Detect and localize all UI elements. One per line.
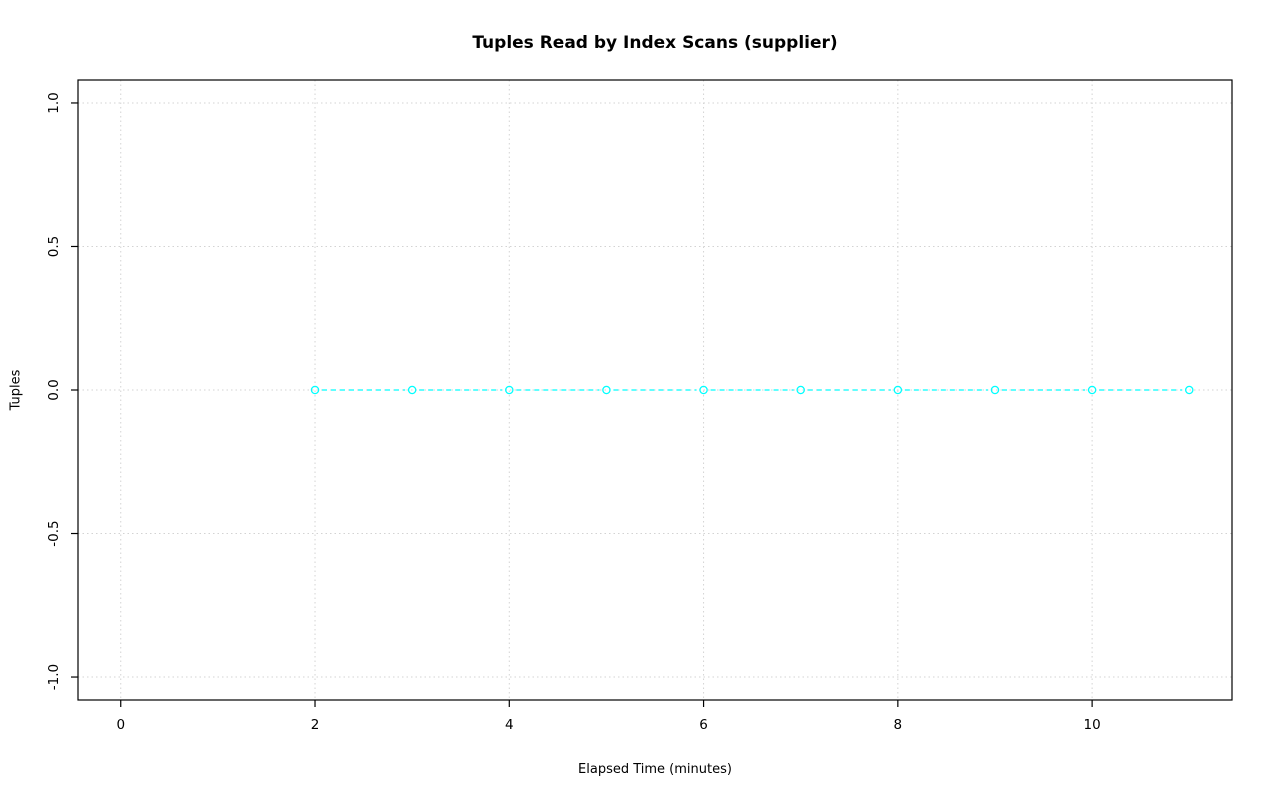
chart-title: Tuples Read by Index Scans (supplier) [472,33,838,53]
x-tick-label: 2 [311,717,320,733]
x-axis-label: Elapsed Time (minutes) [578,762,732,777]
y-tick-label: -1.0 [46,664,62,690]
y-tick-label: 0.0 [46,379,62,400]
data-point [505,385,514,395]
data-point [1087,385,1097,395]
x-tick-label: 4 [505,717,514,733]
data-point [796,385,805,395]
y-tick-label: -0.5 [46,520,62,546]
x-tick-label: 0 [116,717,125,733]
data-point [407,385,417,395]
data-point [893,385,903,395]
x-tick-label: 8 [894,717,903,733]
data-point [699,385,708,395]
data-point [1185,385,1194,395]
data-point [990,385,1000,395]
data-point [310,385,320,395]
data-point [602,385,611,395]
x-tick-label: 10 [1084,717,1101,733]
y-tick-label: 1.0 [46,92,62,113]
y-axis-label: Tuples [8,369,24,411]
y-tick-label: 0.5 [46,236,62,257]
x-tick-label: 6 [699,717,708,733]
